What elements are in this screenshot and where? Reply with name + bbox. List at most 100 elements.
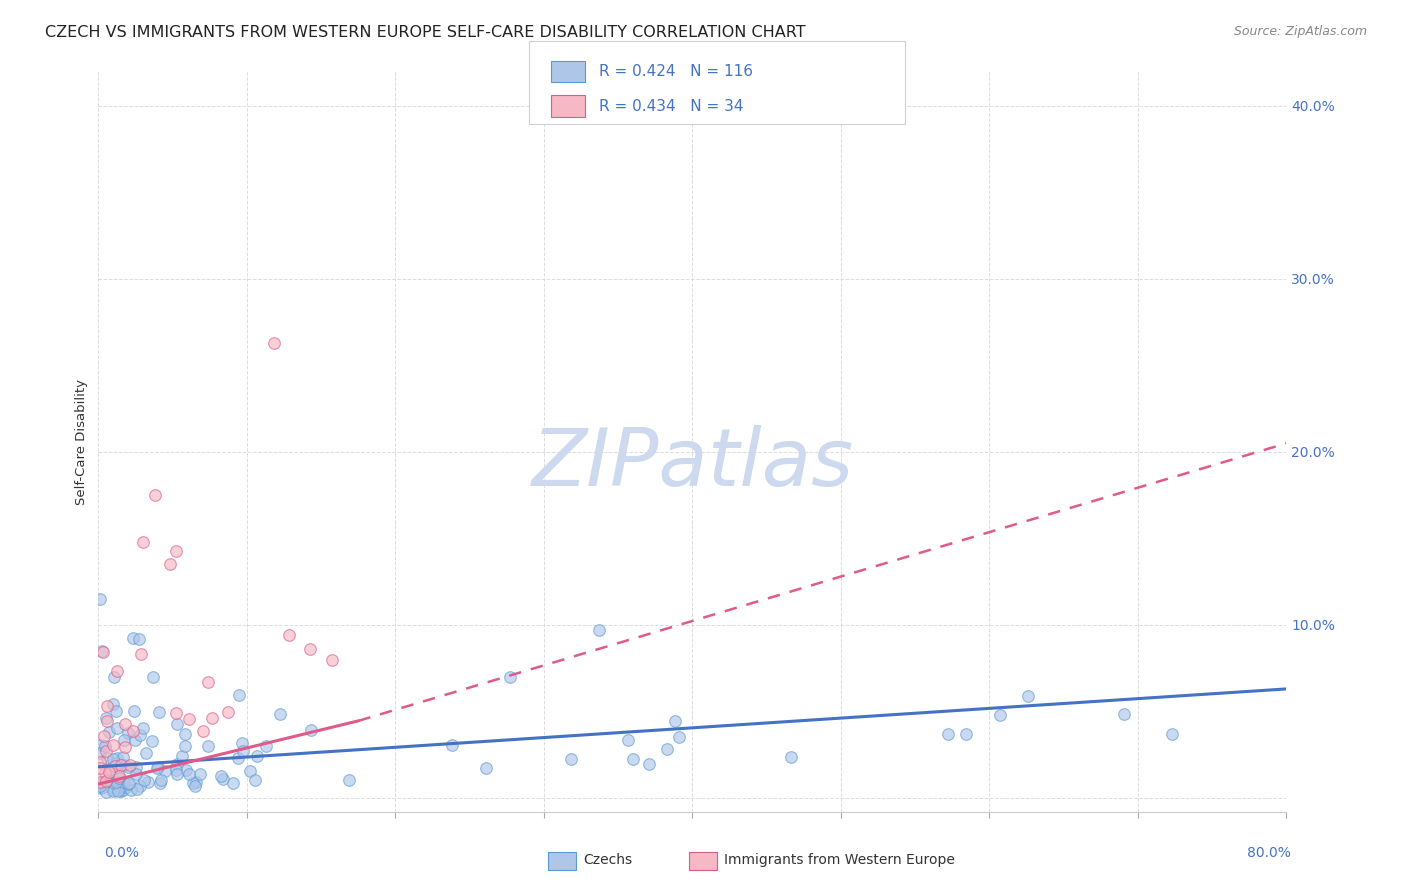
Point: [177, 712, 200, 726]
Point: [96, 711, 118, 725]
Point: [104, 774, 127, 789]
Point: [148, 705, 170, 719]
Point: [499, 670, 522, 684]
Point: [90, 781, 112, 796]
Y-axis label: Self-Care Disability: Self-Care Disability: [75, 378, 89, 505]
Point: [217, 705, 239, 719]
Point: [166, 717, 188, 731]
Point: [988, 707, 1011, 722]
Point: [617, 733, 640, 747]
Text: Source: ZipAtlas.com: Source: ZipAtlas.com: [1233, 25, 1367, 38]
Point: [177, 767, 200, 781]
Point: [129, 780, 152, 794]
Point: [560, 752, 582, 766]
Point: [114, 739, 136, 754]
Point: [98, 772, 121, 787]
Point: [108, 780, 131, 794]
Point: [141, 733, 163, 747]
Point: [135, 747, 157, 761]
Point: [115, 780, 138, 794]
Point: [103, 776, 125, 790]
Point: [221, 776, 243, 790]
Point: [101, 752, 124, 766]
Point: [122, 704, 145, 718]
Point: [278, 628, 301, 642]
Point: [146, 760, 169, 774]
Point: [174, 764, 197, 778]
Point: [186, 775, 208, 789]
Point: [107, 768, 129, 782]
Point: [101, 697, 124, 711]
Point: [588, 623, 610, 637]
Point: [94, 744, 117, 758]
Point: [136, 775, 159, 789]
Point: [936, 727, 959, 741]
Point: [1017, 690, 1039, 704]
Point: [112, 757, 135, 772]
Point: [132, 534, 155, 549]
Point: [193, 724, 215, 739]
Point: [100, 768, 122, 782]
Point: [269, 706, 291, 721]
Point: [90, 644, 112, 658]
Text: R = 0.434   N = 34: R = 0.434 N = 34: [599, 99, 744, 113]
Point: [96, 698, 118, 713]
Point: [1161, 727, 1184, 741]
Point: [107, 756, 129, 771]
Point: [1112, 706, 1135, 721]
Point: [440, 738, 463, 752]
Point: [110, 771, 132, 785]
Point: [228, 688, 250, 702]
Point: [475, 761, 498, 775]
Point: [146, 761, 169, 775]
Point: [298, 642, 321, 657]
Point: [114, 717, 136, 731]
Point: [108, 771, 131, 785]
Point: [153, 764, 176, 778]
Point: [127, 781, 149, 796]
Text: 0.0%: 0.0%: [104, 846, 139, 860]
Point: [105, 751, 128, 765]
Point: [107, 778, 129, 792]
Point: [89, 775, 111, 789]
Point: [263, 335, 285, 350]
Point: [110, 758, 132, 772]
Point: [122, 723, 145, 738]
Point: [107, 784, 129, 798]
Point: [93, 730, 115, 744]
Point: [166, 767, 188, 781]
Point: [112, 733, 135, 747]
Point: [120, 783, 142, 797]
Point: [104, 704, 127, 718]
Point: [98, 780, 121, 794]
Point: [103, 783, 125, 797]
Point: [664, 714, 686, 729]
Point: [197, 675, 219, 690]
Point: [668, 731, 690, 745]
Point: [105, 756, 128, 770]
Point: [254, 739, 277, 753]
Point: [89, 591, 111, 606]
Point: [125, 767, 148, 781]
Point: [89, 761, 111, 775]
Point: [94, 739, 117, 754]
Point: [638, 757, 661, 772]
Point: [165, 543, 187, 558]
Point: [142, 670, 165, 684]
Point: [100, 762, 122, 776]
Point: [623, 752, 645, 766]
Point: [90, 738, 112, 752]
Point: [184, 779, 207, 793]
Point: [108, 783, 131, 797]
Point: [245, 773, 267, 788]
Point: [110, 779, 132, 793]
Point: [181, 776, 204, 790]
Point: [174, 727, 197, 741]
Point: [165, 763, 187, 777]
Point: [299, 723, 322, 737]
Text: 80.0%: 80.0%: [1247, 846, 1291, 860]
Point: [212, 772, 235, 786]
Point: [128, 632, 150, 646]
Point: [131, 721, 153, 735]
Point: [246, 749, 269, 764]
